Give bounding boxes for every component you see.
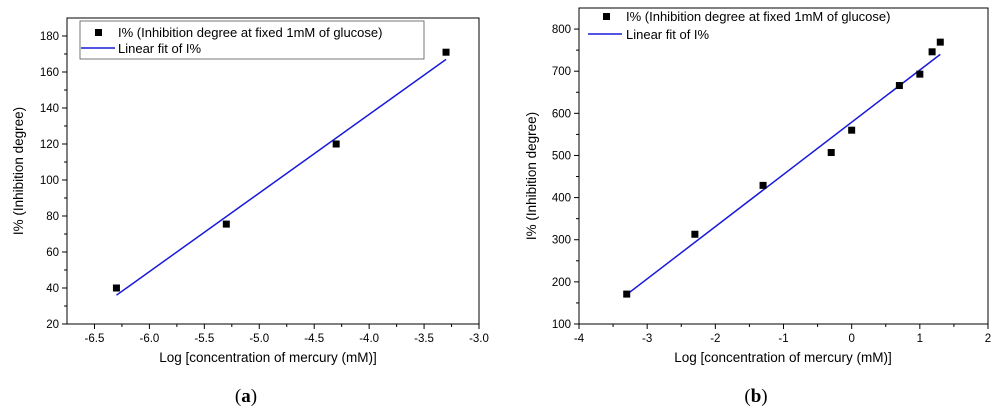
x-axis-ticks-b — [578, 324, 989, 329]
legend-marker-square-a — [95, 29, 102, 36]
y-tick-label-b: 500 — [552, 150, 571, 162]
y-tick-label-a: 100 — [40, 175, 59, 187]
x-tick-label-b: -3 — [642, 333, 652, 345]
x-tick-label-b: -2 — [710, 333, 720, 345]
y-tick-label-b: 600 — [552, 108, 571, 120]
legend-marker-square-b — [603, 13, 610, 20]
x-tick-label-b: 1 — [917, 333, 923, 345]
x-tick-label-a: -4.0 — [359, 333, 379, 345]
data-point-a — [112, 284, 120, 292]
legend-label-points-b: I% (Inhibition degree at fixed 1mM of gl… — [626, 9, 890, 24]
plot-frame-a — [66, 17, 480, 325]
x-tick-labels-b: -4 -3 -2 -1 0 1 2 — [574, 333, 991, 345]
y-tick-label-a: 160 — [40, 67, 59, 79]
plot-frame-b — [578, 7, 989, 325]
x-tick-label-b: -1 — [778, 333, 788, 345]
y-axis-label-b: I% (Inhibition degree) — [524, 112, 539, 240]
x-tick-label-b: 2 — [985, 333, 991, 345]
legend-b: I% (Inhibition degree at fixed 1mM of gl… — [588, 9, 890, 42]
x-tick-label-a: -6.0 — [139, 333, 159, 345]
data-point-b — [759, 181, 767, 189]
legend-a: I% (Inhibition degree at fixed 1mM of gl… — [79, 20, 425, 60]
linear-fit-line-a — [116, 58, 447, 296]
y-tick-label-a: 80 — [46, 211, 59, 223]
legend-label-points-a: I% (Inhibition degree at fixed 1mM of gl… — [118, 25, 382, 40]
data-point-a — [222, 220, 230, 228]
data-point-b — [895, 82, 903, 90]
data-point-b — [623, 290, 631, 298]
chart-panel-b: -4 -3 -2 -1 0 1 2 100 200 300 400 500 600 700 800 I% … — [524, 7, 991, 407]
chart-panel-a: -6.5 -6.0 -5.5 -5.0 -4.5 -4.0 -3.5 -3.0 20 40 60 8… — [11, 17, 489, 407]
x-tick-label-a: -3.0 — [469, 333, 489, 345]
caption-b: (b) — [744, 386, 767, 407]
data-points-a — [112, 48, 450, 292]
y-tick-label-a: 140 — [40, 103, 59, 115]
y-tick-label-b: 800 — [552, 24, 571, 36]
data-point-a — [332, 140, 340, 148]
y-tick-label-a: 120 — [40, 139, 59, 151]
y-tick-label-a: 60 — [46, 247, 59, 259]
x-axis-label-b: Log [concentration of mercury (mM)] — [674, 350, 892, 365]
legend-label-fit-a: Linear fit of I% — [118, 41, 202, 56]
data-point-b — [691, 230, 699, 238]
x-tick-label-a: -3.5 — [414, 333, 434, 345]
y-tick-label-b: 100 — [552, 319, 571, 331]
legend-label-fit-b: Linear fit of I% — [626, 27, 710, 42]
fit-line-group-a — [116, 58, 447, 296]
data-point-b — [827, 149, 835, 157]
fit-line-group-b — [626, 53, 941, 296]
y-tick-labels-b: 100 200 300 400 500 600 700 800 — [552, 24, 571, 331]
x-tick-label-b: -4 — [574, 333, 585, 345]
caption-a: (a) — [235, 386, 257, 407]
data-points-b — [623, 38, 944, 298]
x-tick-label-a: -5.0 — [249, 333, 269, 345]
data-point-b — [928, 48, 936, 56]
y-axis-ticks-a — [62, 35, 67, 325]
y-tick-label-a: 20 — [46, 319, 59, 331]
x-tick-labels-a: -6.5 -6.0 -5.5 -5.0 -4.5 -4.0 -3.5 -3.0 — [85, 333, 489, 345]
y-tick-label-a: 180 — [40, 31, 59, 43]
linear-fit-line-b — [626, 53, 941, 296]
y-tick-label-b: 400 — [552, 193, 571, 205]
y-axis-ticks-b — [574, 28, 579, 325]
y-tick-label-b: 700 — [552, 66, 571, 78]
y-tick-label-a: 40 — [46, 283, 59, 295]
x-tick-label-b: 0 — [848, 333, 854, 345]
legend-frame-a — [79, 20, 425, 60]
y-tick-label-b: 300 — [552, 235, 571, 247]
x-axis-label-a: Log [concentration of mercury (mM)] — [159, 350, 377, 365]
y-axis-label-a: I% (Inhibition degree) — [11, 107, 26, 235]
x-tick-label-a: -4.5 — [304, 333, 324, 345]
data-point-a — [442, 48, 450, 56]
data-point-b — [936, 38, 944, 46]
data-point-b — [848, 126, 856, 134]
y-tick-label-b: 200 — [552, 277, 571, 289]
x-axis-ticks-a — [93, 324, 480, 329]
y-tick-labels-a: 20 40 60 80 100 120 140 160 180 — [40, 31, 59, 331]
x-tick-label-a: -5.5 — [194, 333, 214, 345]
data-point-b — [916, 70, 924, 78]
x-tick-label-a: -6.5 — [85, 333, 105, 345]
